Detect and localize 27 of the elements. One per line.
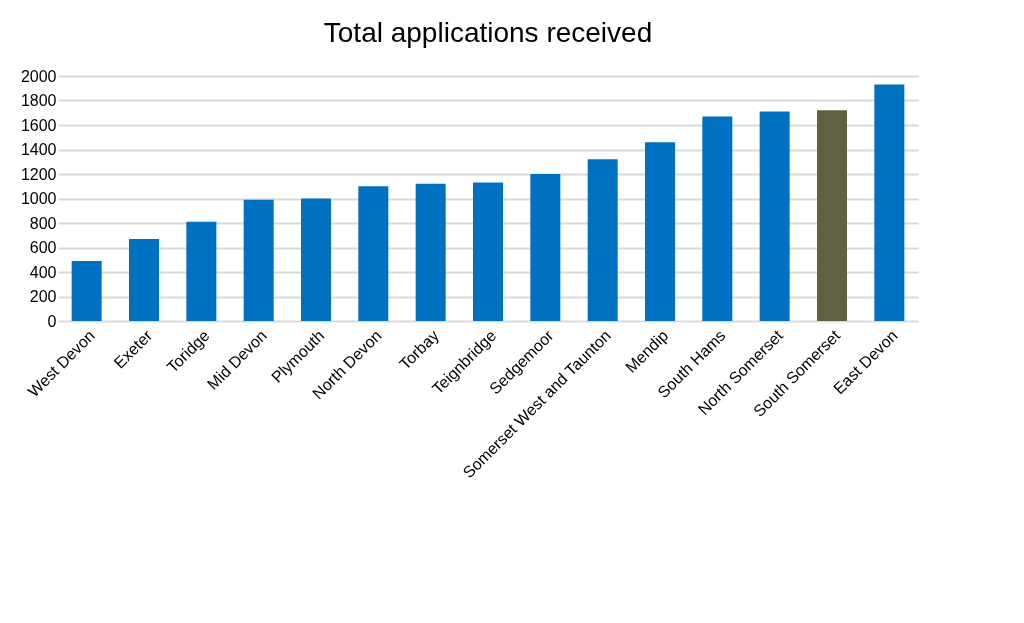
bar [874, 84, 905, 321]
bar [645, 142, 675, 321]
y-tick-label: 1000 [20, 190, 57, 207]
y-tick-label: 600 [29, 239, 57, 256]
y-tick-label: 1400 [20, 141, 57, 158]
bar [817, 110, 847, 321]
y-tick-label: 800 [29, 214, 57, 232]
bar [587, 159, 618, 321]
bar [415, 183, 446, 321]
bar [243, 199, 274, 321]
y-tick-label: 0 [47, 312, 57, 330]
y-tick-label: 1600 [20, 116, 57, 134]
y-tick-label: 1200 [20, 165, 57, 183]
bar [358, 186, 389, 321]
y-tick-label: 2000 [20, 67, 57, 85]
bar [702, 116, 733, 321]
bar [71, 260, 102, 321]
y-tick-label: 200 [29, 288, 57, 305]
chart-title: Total applications received [323, 17, 653, 48]
bar [301, 198, 331, 321]
y-tick-label: 400 [29, 263, 57, 281]
y-tick-label: 1800 [20, 92, 57, 109]
bar [129, 238, 159, 321]
bar [759, 111, 790, 321]
bar [530, 174, 561, 321]
bar [473, 182, 503, 321]
bar [186, 221, 217, 321]
